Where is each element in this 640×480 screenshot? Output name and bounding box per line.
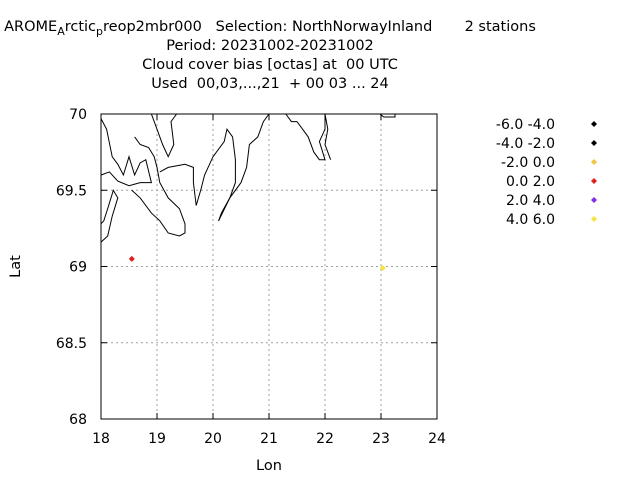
chart-used-hours: Used 00,03,...,21 + 00 03 ... 24 (151, 76, 389, 92)
data-points (128, 255, 386, 272)
y-tick-label: 69 (69, 260, 87, 276)
x-tick-label: 19 (148, 431, 166, 447)
model-name-sub-a: A (57, 24, 65, 38)
coastline-segment (285, 113, 326, 161)
axis-ticks: 18 19 20 21 22 23 24 68 68.5 69 69.5 70 (56, 107, 446, 447)
legend-marker (591, 197, 597, 203)
chart-title-line-1: AROMEArcticpreop2mbr000 Selection: North… (0, 19, 540, 40)
station-point (379, 265, 386, 272)
x-tick-label: 23 (372, 431, 390, 447)
legend-label: 0.0 2.0 (506, 174, 555, 190)
y-axis-label: Lat (8, 255, 24, 278)
x-tick-label: 21 (260, 431, 278, 447)
coastline-segment (150, 113, 178, 158)
coastline-segment (324, 113, 332, 160)
y-tick-label: 70 (69, 107, 87, 123)
legend-marker (591, 178, 597, 184)
x-tick-label: 18 (92, 431, 110, 447)
coastline-segment (131, 136, 186, 237)
legend-label: 2.0 4.0 (506, 193, 555, 209)
model-name-mid: rctic (64, 19, 97, 35)
x-axis-label: Lon (256, 458, 282, 474)
model-name-sub-p: p (96, 24, 104, 38)
x-tick-label: 22 (316, 431, 334, 447)
legend-label: -4.0 -2.0 (496, 136, 555, 152)
station-point (128, 255, 135, 262)
coastline-segment (159, 128, 236, 221)
model-name-rest: reop2mbr000 Selection: NorthNorwayInland… (103, 19, 536, 35)
coastline-segment (100, 118, 153, 187)
chart-title: Cloud cover bias [octas] at 00 UTC (142, 57, 398, 73)
grid-lines (101, 114, 437, 419)
y-tick-label: 69.5 (56, 183, 87, 199)
x-tick-label: 24 (428, 431, 446, 447)
model-name-prefix: AROME (4, 19, 58, 35)
coastline-segment (218, 113, 270, 222)
y-tick-label: 68.5 (56, 336, 87, 352)
coastline-map (100, 113, 396, 243)
legend-label: 4.0 6.0 (506, 212, 555, 228)
legend-marker (591, 140, 597, 146)
legend-label: -6.0 -4.0 (496, 117, 555, 133)
legend: -6.0 -4.0 -4.0 -2.0 -2.0 0.0 0.0 2.0 2.0 4.0… (496, 117, 597, 228)
legend-label: -2.0 0.0 (501, 155, 555, 171)
coastline-segment (379, 113, 396, 118)
coastline-segment (100, 189, 119, 243)
chart-period: Period: 20231002-20231002 (166, 38, 374, 54)
legend-marker (591, 216, 597, 222)
legend-marker (591, 159, 597, 165)
y-tick-label: 68 (69, 412, 87, 428)
legend-marker (591, 121, 597, 127)
x-tick-label: 20 (204, 431, 222, 447)
